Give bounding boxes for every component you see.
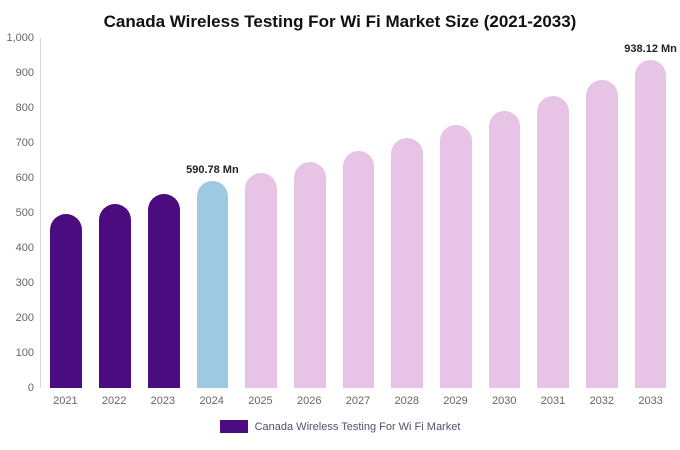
- y-tick-label: 0: [27, 382, 34, 394]
- x-axis: 2021 2022 2023 2024 2025 2026 2027 2028 2029 2030…: [40, 395, 676, 407]
- x-tick-label: 2025: [248, 395, 273, 407]
- y-tick-label: 200: [15, 312, 34, 324]
- bar-column: [96, 38, 135, 388]
- bar-value-label: 590.78 Mn: [186, 164, 239, 177]
- legend-swatch: [219, 420, 248, 433]
- x-tick-label: 2027: [345, 395, 371, 407]
- bar-2028: [391, 138, 424, 388]
- x-tick-label: 2026: [296, 395, 322, 407]
- y-tick-label: 700: [15, 137, 34, 149]
- x-tick-label: 2022: [101, 395, 127, 407]
- bar-column: [242, 38, 281, 388]
- x-tick-label: 2033: [638, 395, 663, 407]
- bar-column: [144, 38, 183, 388]
- x-tick-label: 2031: [540, 395, 566, 407]
- bar-2026: [293, 161, 326, 388]
- legend-label: Canada Wireless Testing For Wi Fi Market: [254, 420, 461, 433]
- bar-2033: [634, 59, 667, 388]
- bar-column: [290, 38, 329, 388]
- x-tick-label: 2028: [394, 395, 419, 407]
- x-tick-label: 2032: [589, 395, 615, 407]
- bar-column: [534, 38, 573, 388]
- y-tick-label: 900: [15, 67, 34, 79]
- y-tick-label: 100: [15, 347, 34, 359]
- bar-2027: [342, 150, 375, 388]
- chart-title: Canada Wireless Testing For Wi Fi Market…: [103, 12, 577, 31]
- bar-column: [339, 38, 378, 388]
- bar-2022: [99, 204, 131, 388]
- bar-column: [437, 38, 476, 388]
- y-tick-label: 300: [15, 277, 34, 289]
- bar-column: [388, 38, 427, 388]
- bar-column: [47, 38, 86, 388]
- bar-2025: [245, 173, 277, 388]
- bar-2021: [50, 214, 83, 388]
- bar-column: 590.78 Mn: [186, 38, 239, 388]
- plot-wrap: 590.78 Mn 938.12 Mn 2021 2022 2023 2024 2025 2…: [40, 38, 677, 407]
- y-tick-label: 600: [15, 172, 34, 184]
- chart: 1,000 900 800 700 600 500 400 300 200 100 0 590.78…: [0, 32, 680, 407]
- bar-column: [583, 38, 622, 388]
- bar-column: [485, 38, 524, 388]
- x-tick-label: 2024: [199, 395, 224, 407]
- bar-2032: [586, 80, 618, 388]
- bar-2031: [537, 95, 570, 388]
- bar-2030: [488, 110, 521, 388]
- y-tick-label: 400: [15, 242, 34, 254]
- x-tick-label: 2023: [150, 395, 176, 407]
- bar-2024: [196, 181, 229, 388]
- x-tick-label: 2030: [492, 395, 517, 407]
- x-tick-label: 2029: [443, 395, 468, 407]
- y-axis: 1,000 900 800 700 600 500 400 300 200 100 0: [0, 32, 40, 394]
- y-tick-label: 500: [15, 207, 34, 219]
- bar-2023: [147, 194, 180, 388]
- bar-2029: [439, 124, 472, 388]
- bar-value-label: 938.12 Mn: [624, 42, 677, 55]
- y-tick-label: 1,000: [6, 32, 34, 44]
- legend: Canada Wireless Testing For Wi Fi Market: [0, 420, 680, 433]
- plot-area: 590.78 Mn 938.12 Mn: [40, 38, 677, 388]
- bar-column: 938.12 Mn: [624, 38, 677, 388]
- x-tick-label: 2021: [53, 395, 78, 407]
- y-tick-label: 800: [15, 102, 34, 114]
